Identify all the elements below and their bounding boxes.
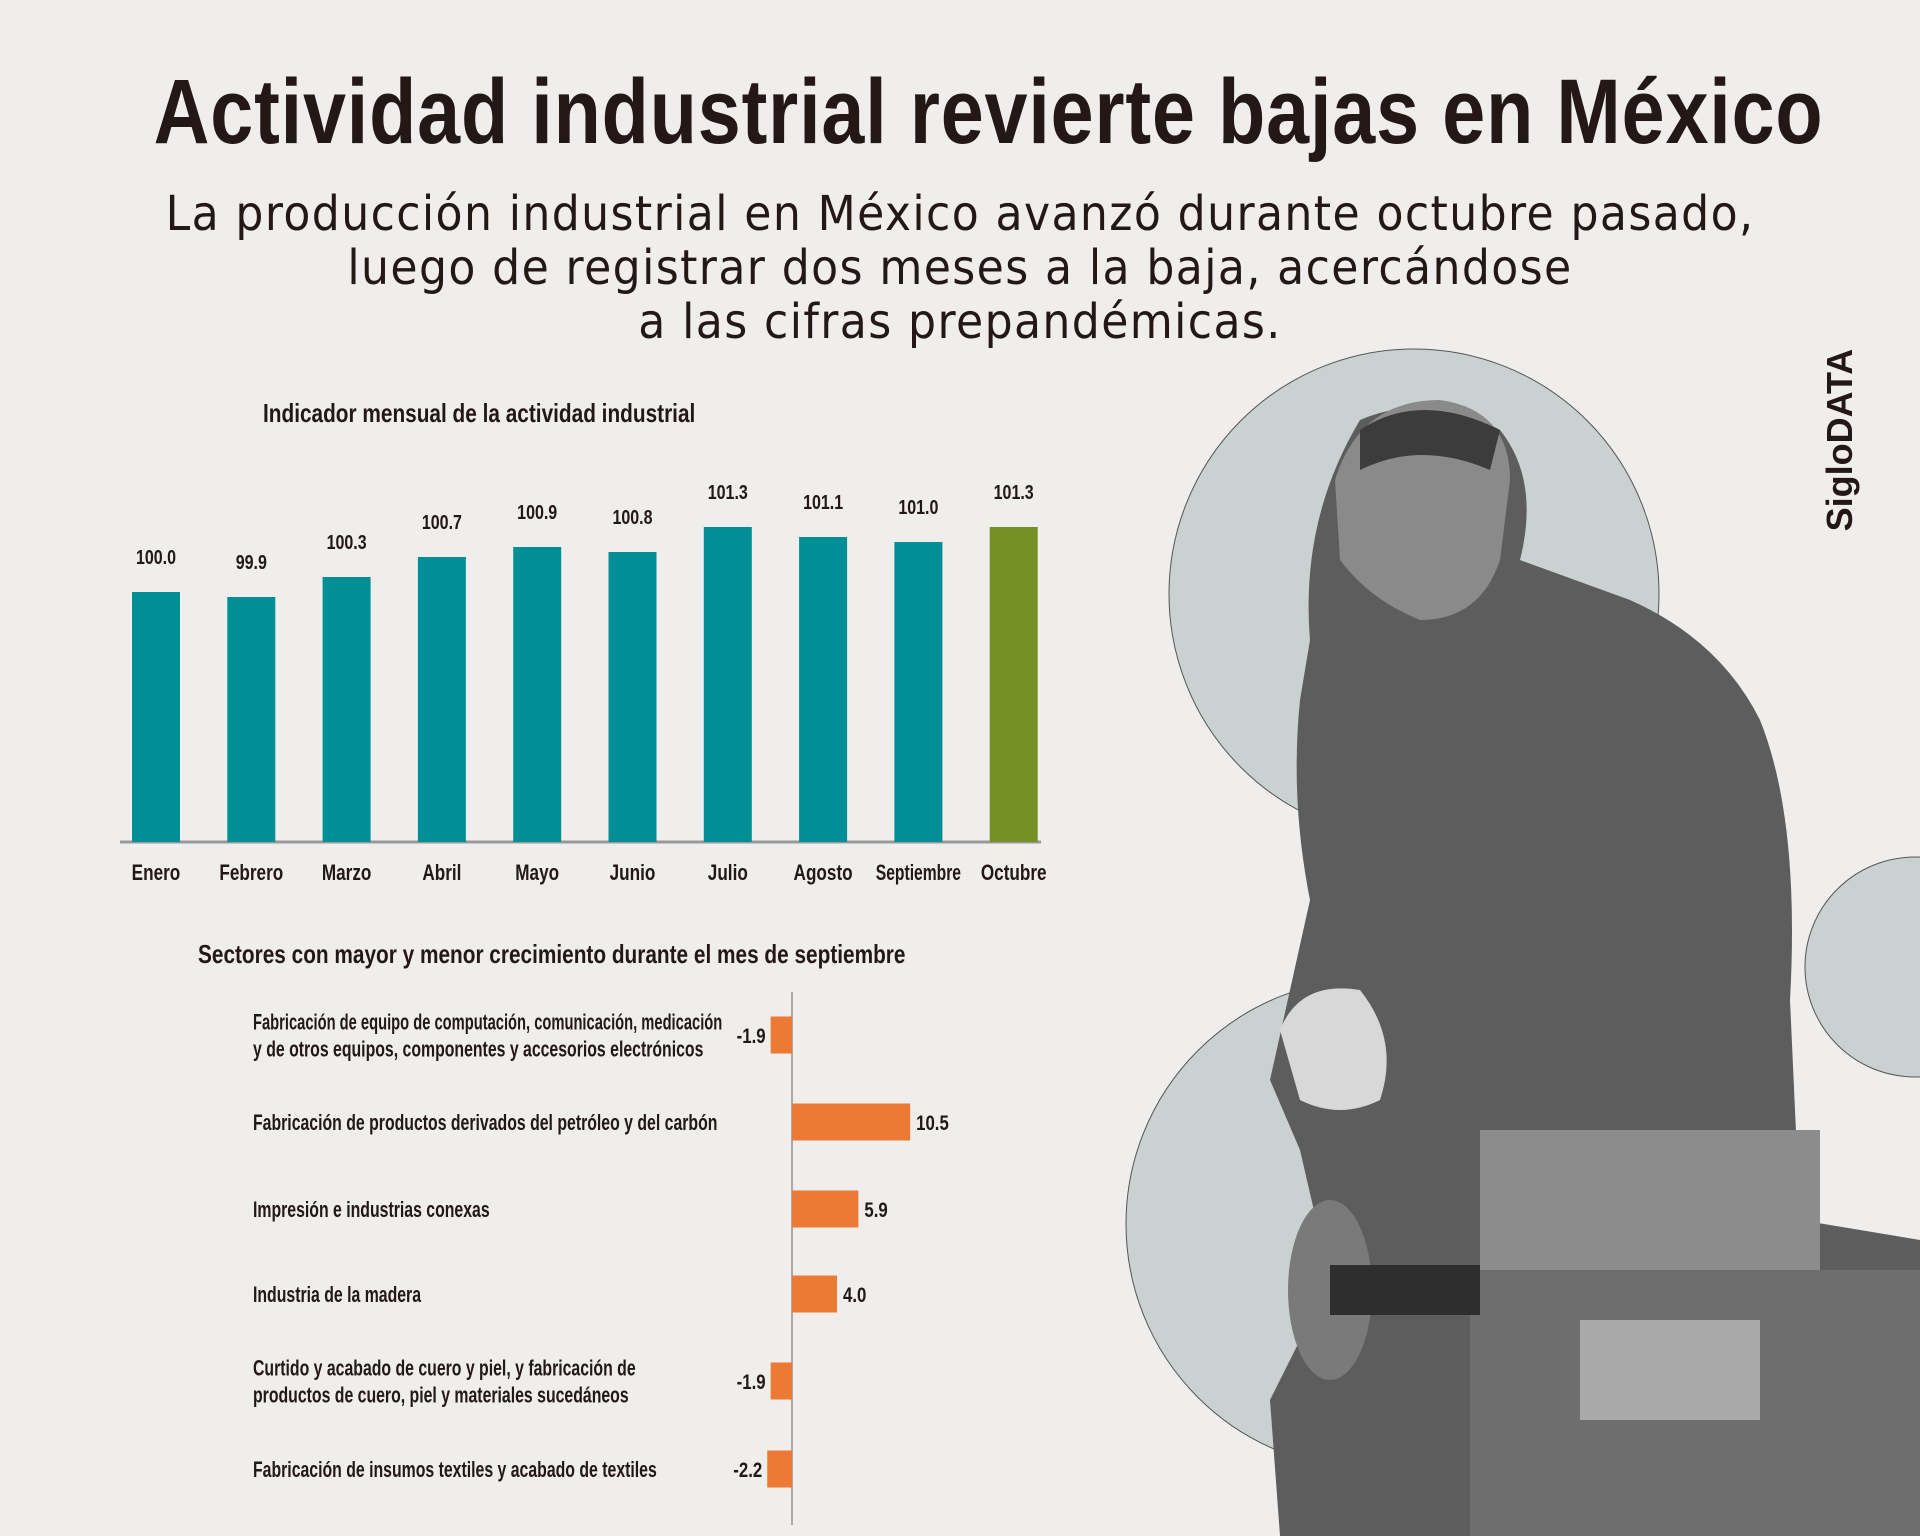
value-label: 101.0 xyxy=(898,496,938,518)
worker-photo xyxy=(1270,400,1920,1536)
sector-bar xyxy=(770,1362,792,1400)
sector-chart-title: Sectores con mayor y menor crecimiento d… xyxy=(198,939,906,969)
value-label: 10.5 xyxy=(916,1112,949,1135)
sector-label: Industria de la madera xyxy=(253,1284,421,1308)
page-title: Actividad industrial revierte bajas en M… xyxy=(153,61,1824,163)
sector-label: Fabricación de equipo de computación, co… xyxy=(253,1010,722,1035)
subtitle-line: La producción industrial en México avanz… xyxy=(165,186,1755,242)
month-label: Enero xyxy=(132,861,181,886)
sector-bar xyxy=(792,1190,859,1228)
monthly-chart-title: Indicador mensual de la actividad indust… xyxy=(263,398,696,428)
month-label: Junio xyxy=(610,861,656,886)
subtitle-line: luego de registrar dos meses a la baja, … xyxy=(347,240,1573,296)
value-label: -1.9 xyxy=(737,1371,766,1394)
month-label: Abril xyxy=(422,861,461,886)
value-label: -2.2 xyxy=(733,1459,762,1482)
value-label: 99.9 xyxy=(236,551,267,573)
bar-marzo xyxy=(322,577,371,842)
sector-label: productos de cuero, piel y materiales su… xyxy=(253,1384,629,1408)
month-label: Febrero xyxy=(219,861,283,886)
sector-label: Impresión e industrias conexas xyxy=(253,1199,490,1223)
subtitle-line: a las cifras prepandémicas. xyxy=(638,294,1282,350)
value-label: 5.9 xyxy=(864,1199,887,1222)
value-label: 101.1 xyxy=(803,491,843,513)
month-label: Septiembre xyxy=(876,862,961,886)
sector-bar xyxy=(767,1450,792,1488)
month-label: Julio xyxy=(708,861,748,886)
bar-julio xyxy=(703,527,752,842)
bar-enero xyxy=(132,592,180,842)
value-label: 100.0 xyxy=(136,546,176,568)
bar-mayo xyxy=(513,547,562,842)
value-label: 100.3 xyxy=(327,531,367,553)
sector-label: Curtido y acabado de cuero y piel, y fab… xyxy=(253,1357,636,1381)
value-label: 101.3 xyxy=(708,481,748,503)
value-label: 100.7 xyxy=(422,511,462,533)
bar-octubre xyxy=(989,527,1038,842)
bar-junio xyxy=(608,552,657,842)
sector-label: Fabricación de insumos textiles y acabad… xyxy=(253,1459,657,1483)
sector-bar xyxy=(770,1016,792,1054)
month-label: Mayo xyxy=(515,861,559,886)
sector-label: Fabricación de productos derivados del p… xyxy=(253,1112,717,1136)
sector-label: y de otros equipos, componentes y acceso… xyxy=(253,1038,703,1062)
month-label: Agosto xyxy=(794,861,853,886)
sector-bar xyxy=(792,1275,837,1313)
bar-abril xyxy=(417,557,466,842)
bar-febrero xyxy=(227,597,276,842)
sector-bar xyxy=(792,1103,911,1141)
value-label: 101.3 xyxy=(994,481,1034,503)
month-label: Marzo xyxy=(322,861,372,886)
value-label: -1.9 xyxy=(737,1025,766,1048)
month-label: Octubre xyxy=(981,861,1047,886)
bar-septiembre xyxy=(894,542,943,842)
decor-circle xyxy=(1804,856,1920,1078)
value-label: 100.9 xyxy=(517,501,557,523)
value-label: 100.8 xyxy=(612,506,652,528)
value-label: 4.0 xyxy=(843,1284,866,1307)
bar-agosto xyxy=(799,537,848,842)
